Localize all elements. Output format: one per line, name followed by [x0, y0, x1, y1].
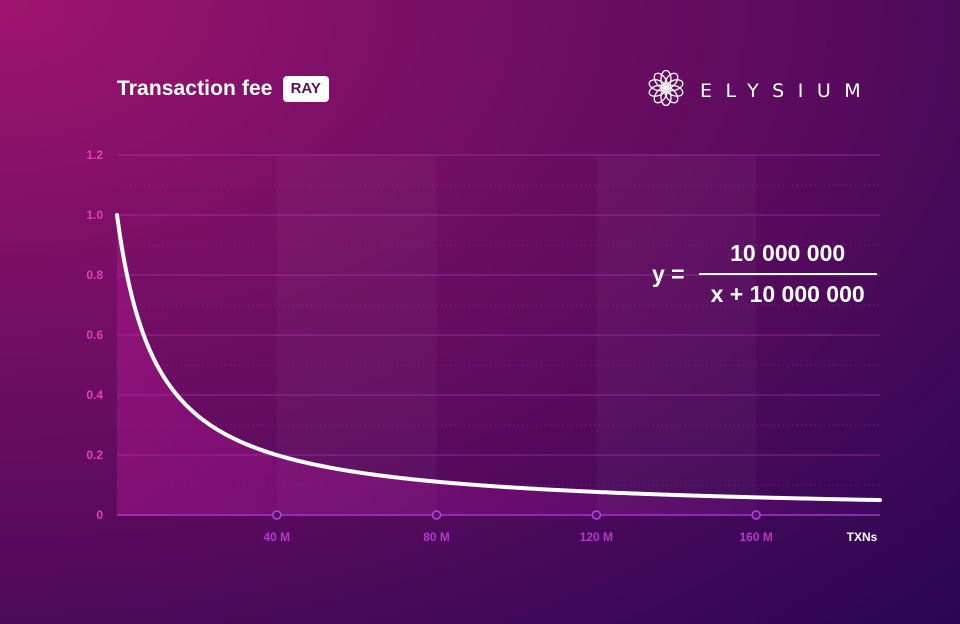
x-tick-label: 120 M — [580, 530, 613, 544]
fee-curve — [115, 213, 882, 503]
x-tick-labels: 40 M 80 M 120 M 160 M — [263, 530, 772, 544]
x-tick-marker — [751, 510, 761, 520]
y-tick-label: 0 — [96, 508, 103, 522]
x-tick-label: 40 M — [263, 530, 290, 544]
formula-lhs: y = — [652, 260, 685, 287]
y-tick-label: 0.2 — [86, 448, 103, 462]
brand: ELYSIUM — [648, 69, 875, 111]
formula-numerator: 10 000 000 — [730, 240, 846, 266]
elysium-logo-icon — [648, 69, 684, 111]
x-tick-label: 160 M — [739, 530, 772, 544]
chart-header: Transaction fee RAY — [117, 76, 329, 102]
y-tick-label: 0.8 — [86, 268, 103, 282]
y-tick-labels: 0 0.2 0.4 0.6 0.8 1.0 1.2 — [86, 148, 103, 522]
logo-petal — [653, 72, 668, 89]
y-tick-label: 1.2 — [86, 148, 103, 162]
x-axis-label: TXNs — [847, 530, 878, 544]
token-badge: RAY — [282, 76, 329, 102]
x-tick-markers — [272, 510, 761, 520]
formula-fraction: 10 000 000 x + 10 000 000 — [698, 240, 877, 308]
formula-denominator: x + 10 000 000 — [710, 281, 865, 307]
y-tick-label: 0.4 — [86, 388, 103, 402]
formula: y = 10 000 000 x + 10 000 000 — [652, 240, 877, 308]
x-tick-marker — [591, 510, 602, 520]
x-tick-marker — [431, 510, 442, 520]
x-tick-label: 80 M — [423, 530, 450, 544]
curve-area — [117, 215, 880, 515]
y-tick-label: 1.0 — [86, 208, 103, 222]
y-tick-label: 0.6 — [86, 328, 103, 342]
chart-title: Transaction fee — [117, 77, 273, 100]
brand-name: ELYSIUM — [700, 79, 875, 102]
x-tick-marker — [272, 510, 282, 520]
fraction-bar — [698, 273, 877, 275]
